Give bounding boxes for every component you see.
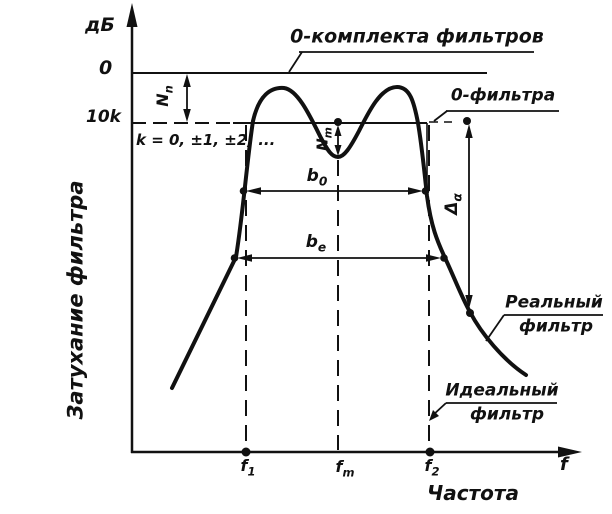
ideal-filter-callout-line2: фильтр: [469, 404, 545, 425]
be-dimension-label: be: [306, 234, 326, 254]
y-axis-unit-label: дБ: [85, 14, 115, 36]
f2-axis-dot: [425, 447, 435, 457]
nn-dimension: [183, 74, 191, 122]
nm-symbol: N: [313, 138, 332, 151]
delta-alpha-symbol: Δ: [442, 201, 463, 215]
filter-set-zero-callout: 0-комплекта фильтров: [290, 25, 544, 48]
real-filter-callout-line2: фильтр: [518, 316, 594, 337]
fm-subscript: m: [342, 465, 355, 480]
nn-dimension-label: Nn: [153, 85, 176, 107]
real-filter-callout-line1: Реальный: [505, 292, 603, 313]
filter-zero-callout: 0-фильтра: [450, 85, 556, 106]
filter-zero-callout-lines: [433, 110, 559, 122]
delta-alpha-dimension: [463, 117, 474, 317]
tenk-level-label: 10k: [86, 107, 121, 127]
filter-set-zero-callout-lines: [288, 51, 534, 73]
zero-level-label: 0: [99, 57, 113, 79]
ideal-filter-leader-arrow-icon: [429, 410, 439, 421]
nn-symbol: N: [153, 93, 173, 107]
b0-dimension-label: b0: [307, 168, 328, 188]
nm-subscript: m: [321, 127, 335, 139]
y-axis-title: Затухание фильтра: [63, 180, 88, 420]
f2-subscript: 2: [431, 464, 440, 479]
nm-dimension: [334, 118, 342, 156]
k-values-note: k = 0, ±1, ±2, ...: [136, 131, 276, 149]
f2-symbol: f: [424, 456, 432, 476]
be-dimension: [230, 254, 448, 262]
b0-symbol: b: [306, 166, 319, 187]
f2-tick-label: f2: [425, 458, 440, 478]
delta-alpha-subscript: α: [450, 193, 465, 202]
ideal-filter-callout-lines: [429, 402, 557, 421]
be-symbol: b: [305, 232, 318, 253]
b0-dimension: [239, 187, 430, 195]
fm-symbol: f: [335, 457, 343, 477]
y-axis: [126, 3, 138, 453]
b0-subscript: 0: [318, 174, 328, 189]
f1-axis-dot: [241, 447, 251, 457]
real-filter-curve: [170, 85, 528, 390]
fm-tick-label: fm: [336, 459, 355, 479]
y-axis-arrow-icon: [126, 3, 138, 27]
f1-subscript: 1: [247, 464, 256, 479]
ideal-filter-callout-line1: Идеальный: [445, 380, 559, 401]
real-filter-callout-lines: [485, 314, 603, 342]
f1-tick-label: f1: [241, 458, 256, 478]
x-axis: [131, 446, 582, 458]
nn-subscript: n: [161, 85, 176, 94]
x-axis-arrow-icon: [558, 446, 582, 458]
nm-dimension-label: Nm: [313, 127, 335, 151]
x-axis-title: Частота: [427, 481, 519, 505]
delta-alpha-dimension-label: Δα: [442, 193, 465, 215]
x-axis-symbol-label: f: [560, 454, 568, 475]
be-subscript: e: [317, 240, 327, 255]
f1-symbol: f: [240, 456, 248, 476]
